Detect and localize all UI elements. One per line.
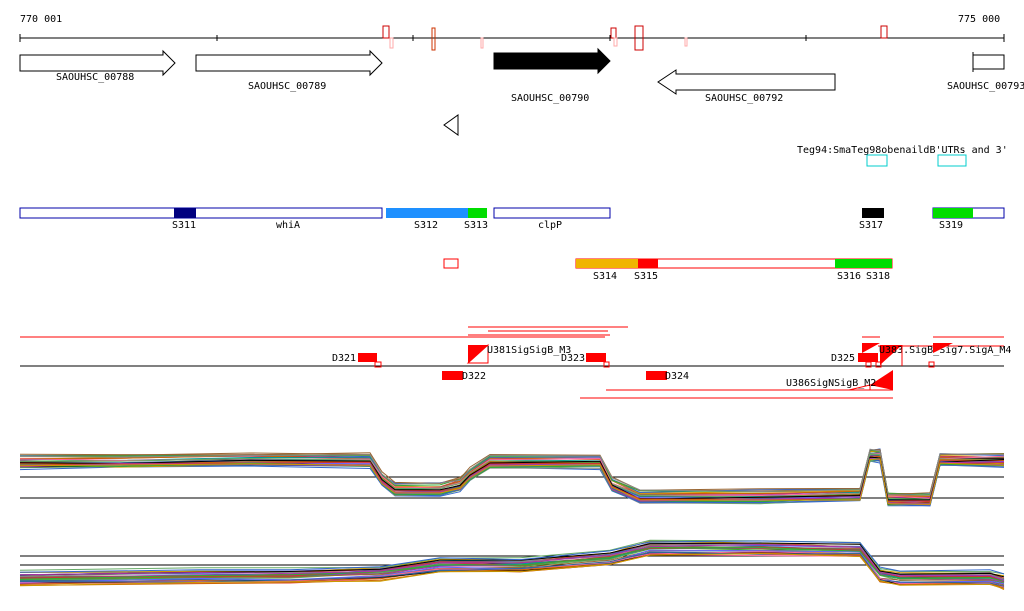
segment-d322[interactable] (442, 371, 463, 380)
expression-line (19, 546, 1005, 582)
utr-box[interactable] (866, 154, 888, 167)
segment-label: S315 (634, 271, 658, 282)
operon-track-2: S314 S315 S316 S318 (443, 258, 893, 282)
segment-label: S312 (414, 220, 438, 231)
expression-line (19, 551, 1005, 587)
segment-s314[interactable] (576, 259, 638, 268)
segment-label: D324 (665, 371, 689, 382)
segment-s319[interactable] (933, 208, 973, 218)
segment-label: U383.SigB_Sig7.SigA_M4 (879, 345, 1011, 356)
segment-label: U381SigSigB_M3 (487, 345, 571, 356)
segment-label: S317 (859, 220, 883, 231)
coordinate-ruler: 770 001 775 000 (19, 14, 1005, 51)
gene-label: SAOUHSC_00792 (705, 93, 783, 104)
segment-label: D322 (462, 371, 486, 382)
utr-box[interactable] (937, 154, 967, 167)
segment-label: S314 (593, 271, 617, 282)
expression-track-2 (19, 539, 1005, 590)
segment-s316[interactable] (835, 259, 892, 268)
operon-label: clpP (538, 220, 562, 231)
segment-d321[interactable] (358, 353, 377, 362)
operon-label: whiA (276, 220, 300, 231)
gene-label: SAOUHSC_00788 (56, 72, 134, 83)
gene-label: SAOUHSC_00789 (248, 81, 326, 92)
segment-label: S316 (837, 271, 861, 282)
expression-line (19, 553, 1005, 590)
gene-saouhsc-00789[interactable]: SAOUHSC_00789 (195, 49, 383, 92)
gene-track: SAOUHSC_00788 SAOUHSC_00789 SAOUHSC_0079… (19, 47, 1024, 136)
small-feature-triangle[interactable] (443, 114, 459, 136)
promoter-u383-marker[interactable] (880, 345, 902, 365)
operon-whia[interactable] (19, 207, 383, 219)
expression-line (19, 448, 1005, 496)
segment-label: S313 (464, 220, 488, 231)
segment-track: D321 D322 U381SigSigB_M3 D323 D324 D325 … (20, 326, 1011, 399)
segment-s311[interactable] (174, 208, 196, 218)
expression-line (19, 540, 1005, 575)
gene-saouhsc-00790[interactable]: SAOUHSC_00790 (493, 47, 611, 104)
expression-line (19, 549, 1005, 586)
expression-line (19, 542, 1005, 578)
segment-label: D325 (831, 353, 855, 364)
gene-saouhsc-00788[interactable]: SAOUHSC_00788 (19, 49, 176, 83)
operon-track-1: S311 whiA S312 S313 clpP S317 S319 (19, 207, 1005, 231)
expression-line (19, 545, 1005, 581)
expression-line (19, 551, 1005, 587)
segment-s317[interactable] (862, 208, 884, 218)
segment-label: D321 (332, 353, 356, 364)
segment-s312[interactable] (386, 208, 468, 218)
segment-d324[interactable] (646, 371, 667, 380)
gene-label: SAOUHSC_00793 (947, 81, 1024, 92)
segment-label: S311 (172, 220, 196, 231)
segment-s315[interactable] (638, 259, 658, 268)
segment-label: D323 (561, 353, 585, 364)
gene-saouhsc-00792[interactable]: SAOUHSC_00792 (657, 69, 836, 104)
coordinate-start: 770 001 (20, 14, 62, 25)
expression-lines-2 (19, 539, 1005, 590)
expression-lines-1 (19, 448, 1005, 507)
expression-line (19, 543, 1005, 582)
segment-d323[interactable] (586, 353, 606, 362)
coordinate-end: 775 000 (958, 14, 1000, 25)
segment-s313[interactable] (468, 208, 487, 218)
segment-label: U386SigNSigB_M2 (786, 378, 876, 389)
small-segment-box[interactable] (443, 258, 459, 269)
operon-clpp[interactable] (493, 207, 611, 219)
segment-label: S319 (939, 220, 963, 231)
segment-label: S318 (866, 271, 890, 282)
utr-track: Teg94:SmaTeg98obenaildB'UTRs and 3' (797, 145, 1008, 167)
gene-saouhsc-00793[interactable]: SAOUHSC_00793 (947, 52, 1024, 92)
utr-label: Teg94:SmaTeg98obenaildB'UTRs and 3' (797, 145, 1008, 156)
promoter-u386-marker[interactable] (870, 370, 893, 390)
expression-line (19, 458, 1005, 505)
gene-label: SAOUHSC_00790 (511, 93, 589, 104)
expression-track-1 (19, 448, 1005, 507)
segment-d325[interactable] (858, 353, 878, 362)
